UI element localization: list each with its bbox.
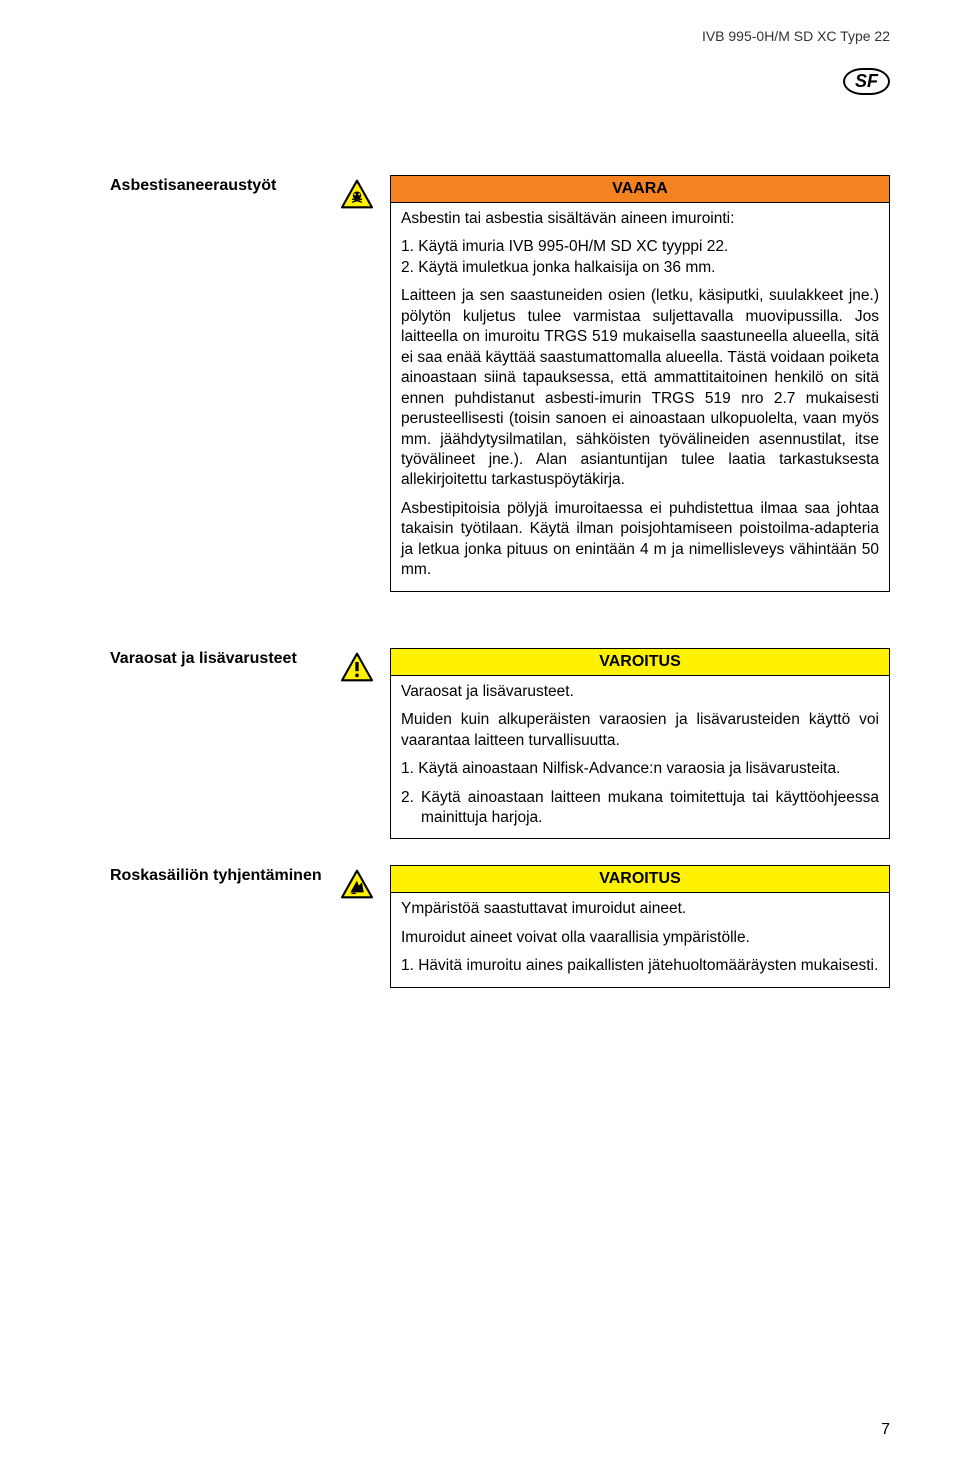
body-text: Muiden kuin alkuperäisten varaosien ja l…: [401, 710, 879, 751]
exclamation-warning-icon: [340, 652, 374, 682]
doc-reference: IVB 995-0H/M SD XC Type 22: [110, 28, 890, 44]
list-item: 2. Käytä ainoastaan laitteen mukana toim…: [401, 788, 879, 829]
box-title: VAARA: [391, 176, 889, 203]
list-item: 1. Hävitä imuroitu aines paikallisten jä…: [401, 956, 879, 976]
body-text: Varaosat ja lisävarusteet.: [401, 682, 879, 702]
language-badge: SF: [843, 68, 890, 95]
body-text: Asbestin tai asbestia sisältävän aineen …: [401, 209, 879, 229]
body-text: Imuroidut aineet voivat olla vaarallisia…: [401, 928, 879, 948]
box-title: VAROITUS: [391, 866, 889, 893]
environment-warning-icon: [340, 869, 374, 899]
body-text: Laitteen ja sen saastuneiden osien (letk…: [401, 286, 879, 491]
list-item: 1. Käytä ainoastaan Nilfisk-Advance:n va…: [401, 759, 879, 779]
section-asbestos: Asbestisaneeraustyöt VAARA Asbestin tai …: [110, 175, 890, 592]
section-waste-container: Roskasäiliön tyhjentäminen VAROITUS Ympä…: [110, 865, 890, 987]
section-spare-parts: Varaosat ja lisävarusteet VAROITUS Varao…: [110, 648, 890, 840]
section-label: Varaosat ja lisävarusteet: [110, 648, 340, 668]
page-number: 7: [881, 1421, 890, 1439]
box-title: VAROITUS: [391, 649, 889, 676]
skull-warning-icon: [340, 179, 374, 209]
list-item: 2. Käytä imuletkua jonka halkaisija on 3…: [401, 258, 879, 278]
warning-box: VAROITUS Varaosat ja lisävarusteet. Muid…: [390, 648, 890, 840]
section-label: Roskasäiliön tyhjentäminen: [110, 865, 340, 885]
body-text: Ympäristöä saastuttavat imuroidut aineet…: [401, 899, 879, 919]
section-label: Asbestisaneeraustyöt: [110, 175, 340, 195]
warning-box: VAROITUS Ympäristöä saastuttavat imuroid…: [390, 865, 890, 987]
list-item: 1. Käytä imuria IVB 995-0H/M SD XC tyypp…: [401, 237, 879, 257]
body-text: Asbestipitoisia pölyjä imuroitaessa ei p…: [401, 499, 879, 581]
danger-box: VAARA Asbestin tai asbestia sisältävän a…: [390, 175, 890, 592]
